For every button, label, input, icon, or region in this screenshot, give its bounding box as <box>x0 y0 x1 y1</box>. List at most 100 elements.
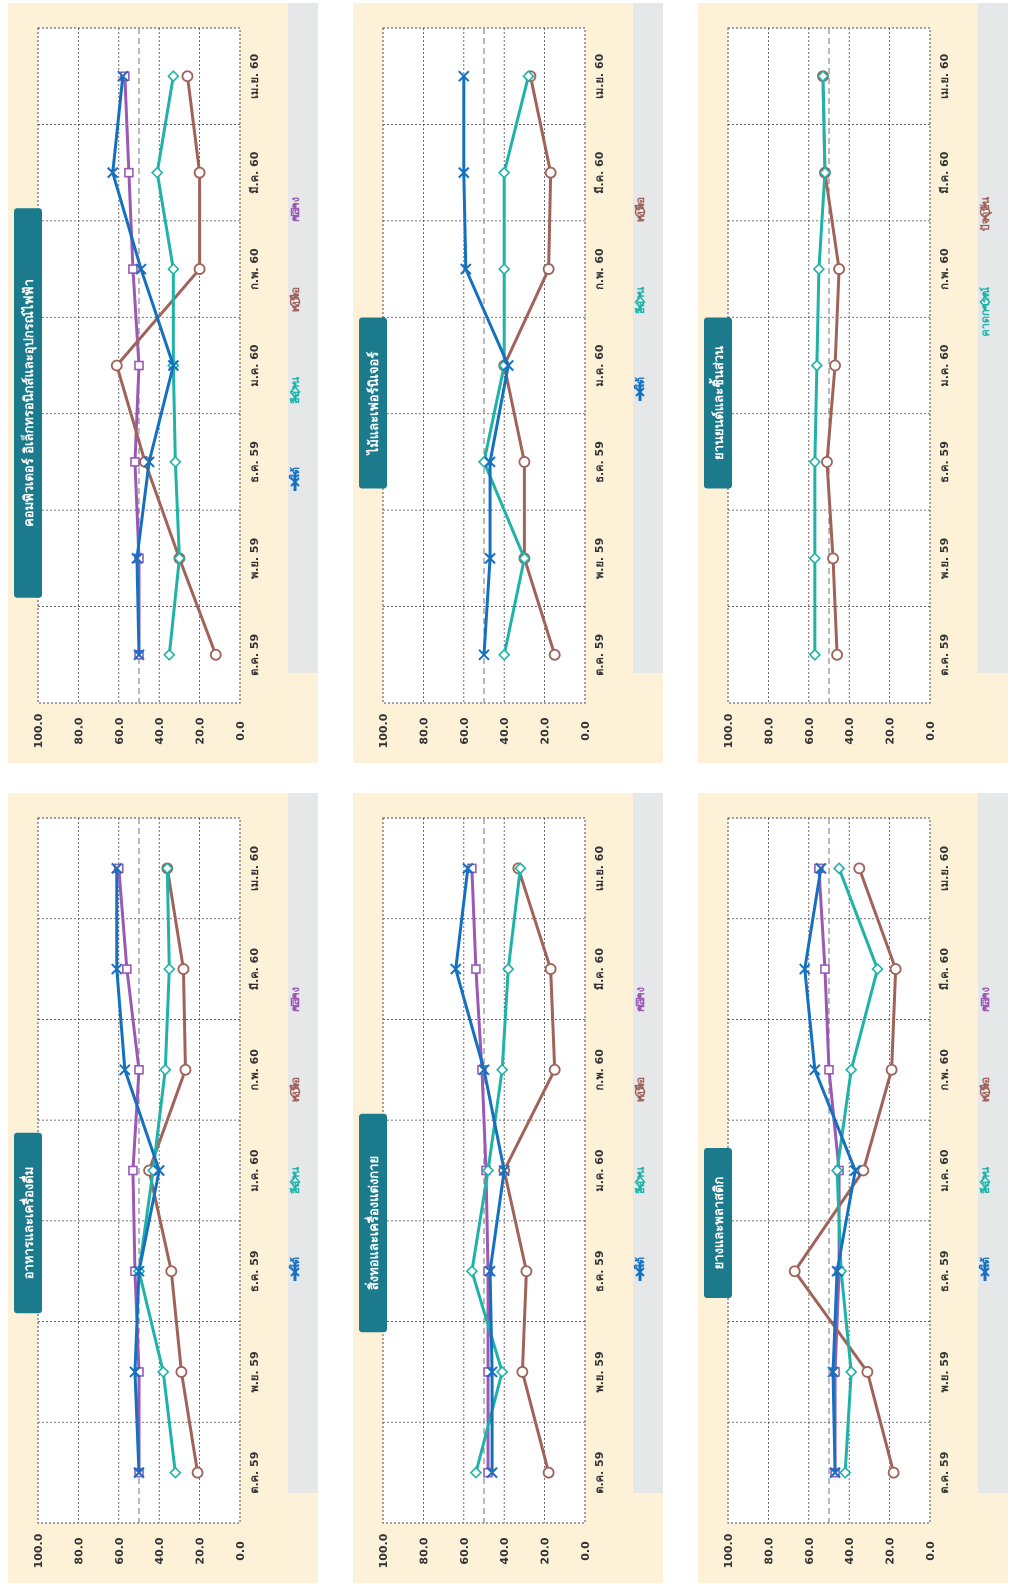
legend-item-เหนือ: เหนือ <box>634 197 647 222</box>
legend-label: อีสาน <box>634 287 647 315</box>
data-point-ใต้ <box>498 1164 510 1177</box>
data-point-ใต้ <box>119 1064 131 1076</box>
data-point-อีสาน <box>498 648 511 661</box>
legend-item-อีสาน: อีสาน <box>634 1167 647 1195</box>
value-tick-label: 0.0 <box>579 1541 592 1561</box>
category-tick-label: ต.ค. 59 <box>938 634 951 676</box>
chart-panel-0: 0.0 20.0 40.0 60.0 80.0 100.0 ต.ค. 59 พ.ย. 59 ธ.… <box>8 793 318 1583</box>
data-point-ใต้ <box>799 963 811 975</box>
legend-label: อีสาน <box>289 377 302 405</box>
data-point-อีสาน <box>157 1365 170 1379</box>
data-point-เหนือ <box>520 1265 533 1278</box>
data-point-อีสาน <box>832 862 846 875</box>
legend-label: คาดการณ์ <box>979 286 992 336</box>
data-point-อีสาน <box>173 552 186 565</box>
value-tick-label: 40.0 <box>498 1537 511 1564</box>
legend-label: เหนือ <box>289 287 302 312</box>
data-point-กลาง <box>128 1165 138 1176</box>
data-point-เหนือ <box>193 263 206 275</box>
category-tick-label: ก.พ. 60 <box>938 248 951 290</box>
chart-title: อาหารและเครื่องดื่ม <box>14 1132 42 1314</box>
data-point-เหนือ <box>110 359 123 372</box>
value-tick-label: 60.0 <box>113 1537 126 1564</box>
data-point-อีสาน <box>845 1063 858 1076</box>
legend-label: ใต้ <box>633 377 647 390</box>
data-point-กลาง <box>134 553 144 564</box>
category-tick-label: ม.ค. 60 <box>593 1149 606 1191</box>
value-tick-label: 80.0 <box>72 1537 85 1564</box>
legend-label: กลาง <box>979 987 992 1012</box>
data-point-เหนือ <box>853 862 866 875</box>
value-tick-label: 100.0 <box>32 1533 45 1568</box>
data-point-ใต้ <box>849 1164 861 1177</box>
legend-bar <box>633 793 663 1493</box>
data-point-ใต้ <box>815 862 827 875</box>
value-tick-label: 40.0 <box>843 1537 856 1564</box>
data-point-กลาง <box>820 964 830 974</box>
data-point-ใต้ <box>129 1366 141 1378</box>
data-point-ใต้ <box>133 1265 145 1277</box>
value-tick-label: 80.0 <box>762 1537 775 1564</box>
legend-item-อีสาน: อีสาน <box>634 287 647 315</box>
value-tick-label: 80.0 <box>72 717 85 744</box>
data-point-ใต้ <box>460 263 472 275</box>
data-point-กลาง <box>824 1064 834 1075</box>
legend-item-เหนือ: เหนือ <box>979 1077 992 1102</box>
data-point-ใต้ <box>450 963 462 975</box>
data-point-อีสาน <box>163 962 176 976</box>
value-tick-label: 0.0 <box>579 721 592 741</box>
category-tick-label: พ.ย. 59 <box>593 1351 606 1392</box>
category-tick-label: ธ.ค. 59 <box>938 1250 951 1292</box>
category-tick-label: มี.ค. 60 <box>593 948 606 990</box>
legend-label: อีสาน <box>289 1167 302 1195</box>
data-point-อีสาน <box>169 1466 182 1479</box>
category-tick-label: ต.ค. 59 <box>938 1452 951 1494</box>
category-tick-label: พ.ย. 59 <box>938 1351 951 1392</box>
data-point-เหนือ <box>857 1164 870 1177</box>
legend-label: กลาง <box>634 987 647 1012</box>
legend-item-เหนือ: เหนือ <box>289 287 302 312</box>
data-point-กลาง <box>483 1266 493 1277</box>
category-tick-label: ก.พ. 60 <box>593 1049 606 1091</box>
data-point-เหนือ <box>861 1366 874 1378</box>
legend-item-กลาง: กลาง <box>289 197 302 222</box>
data-point-ใต้ <box>831 1265 843 1277</box>
legend-label: อีสาน <box>979 1167 992 1195</box>
data-point-อีสาน <box>830 1164 844 1177</box>
legend-label: ใต้ <box>633 1257 647 1270</box>
value-tick-label: 100.0 <box>32 713 45 748</box>
category-tick-label: ม.ค. 60 <box>593 344 606 386</box>
data-point-เหนือ <box>887 1466 900 1479</box>
value-tick-label: 100.0 <box>377 1533 390 1568</box>
data-point-คาดการณ์ <box>816 70 830 83</box>
category-tick-label: ต.ค. 59 <box>593 1452 606 1494</box>
value-tick-label: 20.0 <box>194 717 207 744</box>
value-tick-label: 60.0 <box>803 717 816 744</box>
data-point-ใต้ <box>167 359 180 372</box>
data-point-ใต้ <box>827 1366 839 1378</box>
data-point-คาดการณ์ <box>808 552 821 565</box>
data-point-เหนือ <box>193 166 206 179</box>
value-tick-label: 0.0 <box>234 721 247 741</box>
data-point-อีสาน <box>522 70 535 83</box>
legend-label: ใต้ <box>288 467 302 480</box>
data-point-ใต้ <box>133 649 145 661</box>
chart-title: ยานยนต์และชิ้นส่วน <box>704 317 732 489</box>
data-point-กลาง <box>134 360 144 371</box>
legend-label: กลาง <box>289 987 302 1012</box>
data-point-เหนือ <box>889 963 902 975</box>
category-tick-label: ต.ค. 59 <box>593 634 606 676</box>
data-point-ปัจจุบัน <box>829 359 841 372</box>
legend-label: ใต้ <box>288 1257 302 1270</box>
data-point-อีสาน <box>151 166 164 179</box>
legend-label: เหนือ <box>289 1077 302 1102</box>
data-point-ใต้ <box>458 70 470 82</box>
data-point-กลาง <box>471 964 481 974</box>
chart-panel-2: 0.0 20.0 40.0 60.0 80.0 100.0 ต.ค. 59 พ.ย. 59 ธ.… <box>353 793 663 1583</box>
data-point-คาดการณ์ <box>818 166 832 179</box>
category-tick-label: ธ.ค. 59 <box>593 1250 606 1292</box>
category-tick-label: มี.ค. 60 <box>938 151 951 193</box>
category-tick-label: ม.ค. 60 <box>938 344 951 386</box>
data-point-คาดการณ์ <box>812 262 826 276</box>
